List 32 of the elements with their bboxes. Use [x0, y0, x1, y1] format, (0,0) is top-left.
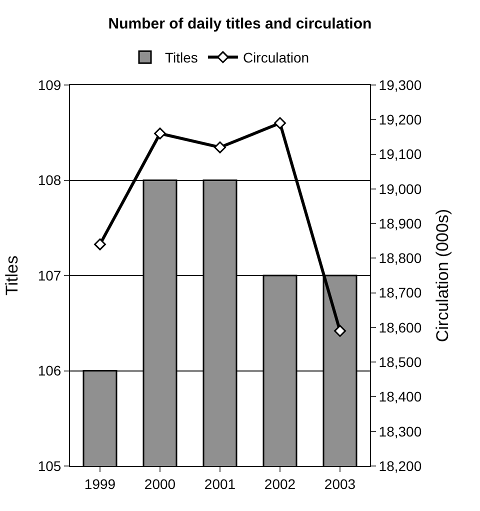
- y-axis-title: Titles: [2, 256, 22, 296]
- x-tick-label: 2000: [144, 476, 176, 492]
- y2-tick-label: 19,300: [378, 76, 422, 93]
- y2-tick-label: 18,500: [378, 354, 422, 370]
- y2-tick-label: 18,900: [378, 215, 422, 232]
- y2-tick-label: 19,000: [378, 180, 422, 197]
- x-tick-label: 2003: [324, 476, 356, 492]
- y2-tick-label: 19,100: [378, 146, 422, 162]
- legend-label: Circulation: [242, 50, 310, 66]
- y2-tick-label: 18,200: [378, 458, 422, 474]
- point: [214, 141, 226, 154]
- point: [274, 117, 286, 130]
- y2-tick-label: 19,200: [378, 112, 422, 128]
- x-tick-label: 1999: [84, 476, 116, 492]
- x-tick-label: 2001: [204, 476, 236, 492]
- point: [94, 238, 106, 250]
- point: [334, 324, 346, 337]
- x-tick-label: 2002: [264, 476, 296, 492]
- chart-title: Number of daily titles and circulation: [108, 15, 372, 32]
- y-tick-label: 105: [38, 458, 62, 474]
- y-tick-label: 106: [38, 362, 62, 379]
- y-tick-label: 109: [38, 76, 62, 93]
- y2-tick-label: 18,300: [378, 423, 422, 440]
- legend-label: Titles: [165, 50, 198, 66]
- y2-axis-title: Circulation (000s): [433, 208, 452, 342]
- y2-tick-label: 18,800: [378, 250, 422, 266]
- y2-tick-label: 18,700: [378, 284, 422, 301]
- y-tick-label: 108: [38, 172, 62, 188]
- y2-tick-label: 18,400: [378, 388, 422, 405]
- point: [154, 128, 166, 140]
- y2-tick-label: 18,600: [378, 319, 422, 336]
- y-tick-label: 107: [38, 267, 62, 284]
